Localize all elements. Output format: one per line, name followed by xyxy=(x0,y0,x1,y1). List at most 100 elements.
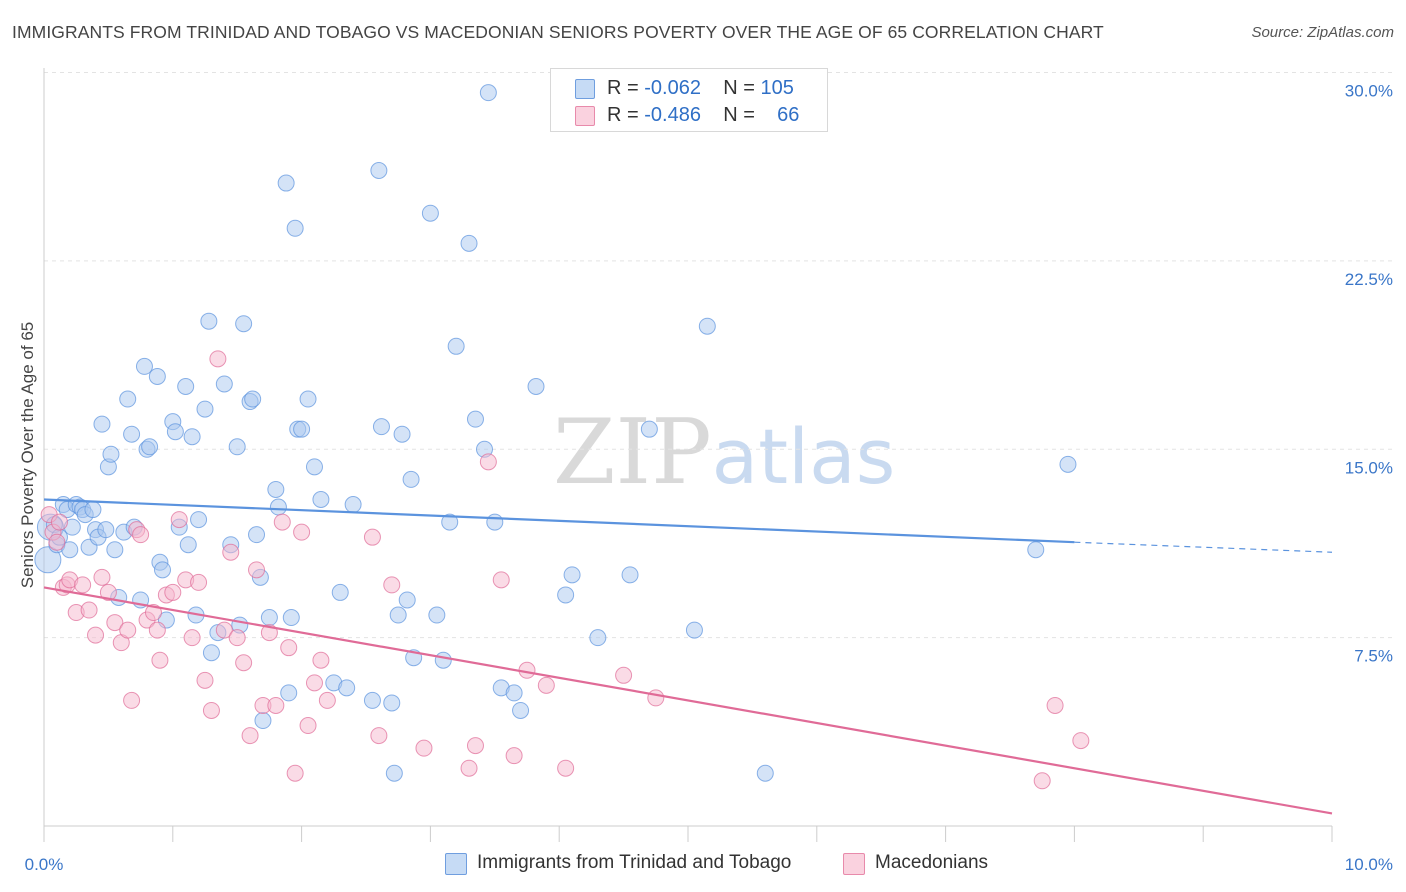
chart-title: IMMIGRANTS FROM TRINIDAD AND TOBAGO VS M… xyxy=(12,22,1104,42)
y-tick-label: 30.0% xyxy=(1345,82,1393,101)
data-point-trinidad xyxy=(512,701,530,719)
trendline-trinidad-extension xyxy=(1074,541,1333,553)
data-point-macedonian xyxy=(202,701,220,719)
data-point-macedonian xyxy=(312,651,330,669)
data-point-macedonian xyxy=(492,571,510,589)
data-point-macedonian xyxy=(293,523,311,541)
data-point-trinidad xyxy=(331,583,349,601)
data-point-trinidad xyxy=(267,480,285,498)
data-point-macedonian xyxy=(466,737,484,755)
data-point-trinidad xyxy=(460,234,478,252)
data-point-trinidad xyxy=(141,438,159,456)
data-point-trinidad xyxy=(84,501,102,519)
data-point-trinidad xyxy=(1027,541,1045,559)
watermark: ZIPatlas xyxy=(553,400,895,505)
data-point-macedonian xyxy=(87,626,105,644)
legend-n-label: N = xyxy=(723,77,761,99)
data-point-trinidad xyxy=(389,606,407,624)
data-point-trinidad xyxy=(640,420,658,438)
data-point-trinidad xyxy=(282,609,300,627)
chart-source: Source: ZipAtlas.com xyxy=(1251,24,1394,41)
bottom-legend-label: Immigrants from Trinidad and Tobago xyxy=(477,852,792,873)
data-point-trinidad xyxy=(202,644,220,662)
data-point-trinidad xyxy=(254,712,272,730)
data-point-trinidad xyxy=(34,546,62,574)
data-point-trinidad xyxy=(305,458,323,476)
data-point-macedonian xyxy=(248,561,266,579)
data-point-macedonian xyxy=(164,583,182,601)
data-point-macedonian xyxy=(190,573,208,591)
data-point-trinidad xyxy=(563,566,581,584)
watermark-zip: ZIP xyxy=(553,400,712,505)
data-point-trinidad xyxy=(372,418,390,436)
data-point-macedonian xyxy=(99,583,117,601)
data-point-macedonian xyxy=(505,747,523,765)
legend-r-value: -0.062 xyxy=(644,77,701,99)
data-point-trinidad xyxy=(685,621,703,639)
data-point-macedonian xyxy=(557,759,575,777)
data-point-trinidad xyxy=(248,526,266,544)
data-point-trinidad xyxy=(421,204,439,222)
data-point-trinidad xyxy=(383,694,401,712)
legend-swatch-pink xyxy=(575,106,595,126)
legend-r-label: R = xyxy=(607,104,645,126)
data-point-trinidad xyxy=(527,377,545,395)
data-point-macedonian xyxy=(537,676,555,694)
data-point-macedonian xyxy=(74,576,92,594)
data-point-trinidad xyxy=(244,390,262,408)
legend-swatch-blue xyxy=(575,79,595,99)
data-point-macedonian xyxy=(209,350,227,368)
data-point-macedonian xyxy=(383,576,401,594)
data-point-trinidad xyxy=(312,491,330,509)
data-point-macedonian xyxy=(615,666,633,684)
data-point-trinidad xyxy=(338,679,356,697)
data-point-trinidad xyxy=(344,496,362,514)
y-tick-label: 15.0% xyxy=(1345,458,1393,477)
data-point-macedonian xyxy=(280,639,298,657)
data-point-macedonian xyxy=(267,696,285,714)
data-point-macedonian xyxy=(1072,732,1090,750)
y-axis-label: Seniors Poverty Over the Age of 65 xyxy=(18,321,37,589)
data-point-macedonian xyxy=(305,674,323,692)
data-point-trinidad xyxy=(434,651,452,669)
data-point-trinidad xyxy=(215,375,233,393)
data-point-trinidad xyxy=(1059,455,1077,473)
x-tick-label: 0.0% xyxy=(25,855,64,874)
data-point-trinidad xyxy=(447,337,465,355)
data-point-trinidad xyxy=(428,606,446,624)
data-point-macedonian xyxy=(647,689,665,707)
stats-legend: R = -0.062 N = 105 R = -0.486 N = 66 xyxy=(550,68,828,132)
data-point-macedonian xyxy=(1046,696,1064,714)
data-point-trinidad xyxy=(293,420,311,438)
data-point-trinidad xyxy=(393,425,411,443)
data-point-trinidad xyxy=(299,390,317,408)
data-point-macedonian xyxy=(50,513,68,531)
data-point-macedonian xyxy=(299,717,317,735)
data-point-trinidad xyxy=(106,541,124,559)
data-point-trinidad xyxy=(363,691,381,709)
data-point-trinidad xyxy=(621,566,639,584)
data-point-macedonian xyxy=(48,533,66,551)
legend-n-value: 66 xyxy=(777,104,800,126)
data-point-trinidad xyxy=(196,400,214,418)
data-point-trinidad xyxy=(466,410,484,428)
data-point-macedonian xyxy=(170,511,188,529)
legend-stats-text: R = -0.486 N = 66 xyxy=(607,104,799,127)
data-point-trinidad xyxy=(61,541,79,559)
data-point-trinidad xyxy=(200,312,218,330)
data-point-macedonian xyxy=(132,526,150,544)
data-point-macedonian xyxy=(144,604,162,622)
data-point-macedonian xyxy=(196,671,214,689)
data-point-trinidad xyxy=(269,498,287,516)
data-point-macedonian xyxy=(215,621,233,639)
data-point-macedonian xyxy=(241,727,259,745)
y-tick-label: 7.5% xyxy=(1354,647,1393,666)
data-point-trinidad xyxy=(153,561,171,579)
data-point-trinidad xyxy=(280,684,298,702)
data-point-trinidad xyxy=(505,684,523,702)
data-point-trinidad xyxy=(123,425,141,443)
data-point-trinidad xyxy=(277,174,295,192)
legend-r-label: R = xyxy=(607,77,645,99)
data-point-macedonian xyxy=(183,629,201,647)
